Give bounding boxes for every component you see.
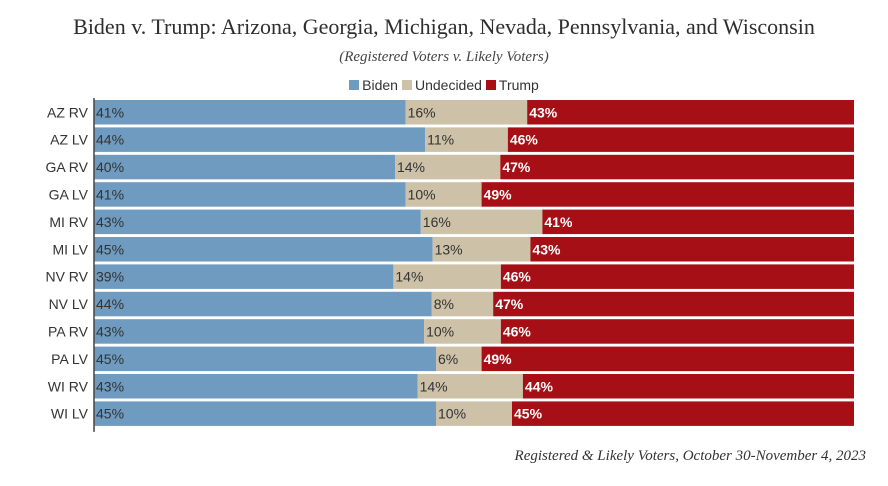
data-label-biden: 43% (96, 214, 124, 230)
data-label-biden: 39% (96, 269, 124, 285)
bar-biden (94, 154, 395, 180)
bar-undecided (417, 374, 523, 399)
chart-title: Biden v. Trump: Arizona, Georgia, Michig… (73, 14, 815, 39)
chart-subtitle: (Registered Voters v. Likely Voters) (339, 49, 549, 65)
bar-trump (507, 127, 854, 152)
bar-biden (94, 100, 406, 125)
bar-biden (94, 237, 433, 262)
bar-undecided (394, 154, 501, 180)
bar-undecided (420, 209, 543, 235)
bar-biden (94, 182, 406, 207)
data-label-undecided: 11% (427, 132, 454, 148)
bar-biden (94, 264, 394, 289)
bar-undecided (432, 237, 531, 262)
bar-trump (500, 264, 854, 289)
chart-footnote: Registered & Likely Voters, October 30-N… (514, 448, 866, 464)
data-label-trump: 41% (544, 214, 573, 230)
data-label-undecided: 8% (434, 296, 454, 312)
data-label-biden: 45% (96, 351, 124, 367)
bar-biden (94, 401, 436, 426)
data-label-trump: 46% (510, 132, 539, 148)
bar-undecided (405, 100, 528, 125)
data-label-biden: 43% (96, 323, 124, 339)
data-label-trump: 45% (514, 406, 543, 422)
data-label-trump: 47% (495, 296, 524, 312)
data-label-biden: 41% (96, 104, 124, 120)
bar-undecided (431, 291, 494, 317)
data-label-biden: 40% (96, 159, 124, 175)
data-label-trump: 44% (525, 378, 554, 394)
data-label-undecided: 14% (420, 378, 448, 394)
legend-label: Biden (362, 77, 398, 93)
bar-trump (512, 401, 854, 426)
category-label: MI RV (49, 214, 88, 230)
bar-undecided (436, 346, 482, 372)
data-label-undecided: 13% (435, 241, 463, 257)
category-label: MI LV (52, 241, 88, 257)
data-label-trump: 43% (529, 104, 558, 120)
bar-trump (542, 209, 854, 235)
category-label: WI LV (51, 406, 89, 422)
category-label: NV LV (49, 296, 89, 312)
data-label-trump: 46% (503, 269, 532, 285)
bar-trump (522, 374, 854, 399)
category-label: GA RV (45, 159, 88, 175)
data-label-biden: 44% (96, 296, 124, 312)
bar-biden (94, 127, 426, 152)
bar-biden (94, 291, 432, 317)
legend: Biden Undecided Trump (0, 77, 888, 93)
category-label: WI RV (48, 378, 89, 394)
legend-swatch (485, 80, 496, 90)
legend-swatch (401, 80, 412, 90)
bar-biden (94, 319, 425, 344)
category-label: GA LV (49, 186, 89, 202)
bar-undecided (425, 127, 508, 152)
bar-trump (493, 291, 854, 317)
category-label: NV RV (45, 269, 88, 285)
bar-trump (527, 100, 854, 125)
legend-label: Undecided (414, 77, 482, 93)
data-label-trump: 49% (484, 186, 513, 202)
bar-trump (500, 319, 854, 344)
legend-item-trump: Trump (485, 77, 539, 93)
data-label-undecided: 14% (395, 269, 423, 285)
data-label-trump: 47% (502, 159, 531, 175)
data-label-undecided: 10% (438, 406, 466, 422)
data-label-biden: 45% (96, 241, 124, 257)
data-label-undecided: 14% (397, 159, 425, 175)
legend-label: Trump (498, 77, 539, 93)
data-label-undecided: 10% (408, 186, 436, 202)
category-label: AZ LV (50, 132, 89, 148)
data-label-biden: 41% (96, 186, 124, 202)
bar-undecided (424, 319, 501, 344)
bar-undecided (436, 401, 512, 426)
data-label-biden: 43% (96, 378, 124, 394)
bar-trump (530, 237, 854, 262)
bar-biden (94, 346, 436, 372)
category-label: PA LV (51, 351, 89, 367)
legend-item-biden: Biden (349, 77, 398, 93)
data-label-biden: 44% (96, 132, 124, 148)
bar-undecided (405, 182, 482, 207)
bar-trump (481, 346, 854, 372)
category-label: AZ RV (47, 104, 89, 120)
legend-swatch (349, 80, 360, 90)
data-label-trump: 49% (484, 351, 513, 367)
data-label-undecided: 16% (408, 104, 436, 120)
bar-biden (94, 374, 418, 399)
bar-trump (500, 154, 854, 180)
data-label-undecided: 6% (438, 351, 458, 367)
data-label-undecided: 16% (423, 214, 451, 230)
bar-biden (94, 209, 421, 235)
data-label-trump: 46% (503, 323, 532, 339)
legend-item-undecided: Undecided (401, 77, 482, 93)
bar-trump (481, 182, 854, 207)
category-label: PA RV (48, 323, 89, 339)
bar-undecided (393, 264, 501, 289)
data-label-trump: 43% (532, 241, 561, 257)
data-label-biden: 45% (96, 406, 124, 422)
data-label-undecided: 10% (426, 323, 454, 339)
